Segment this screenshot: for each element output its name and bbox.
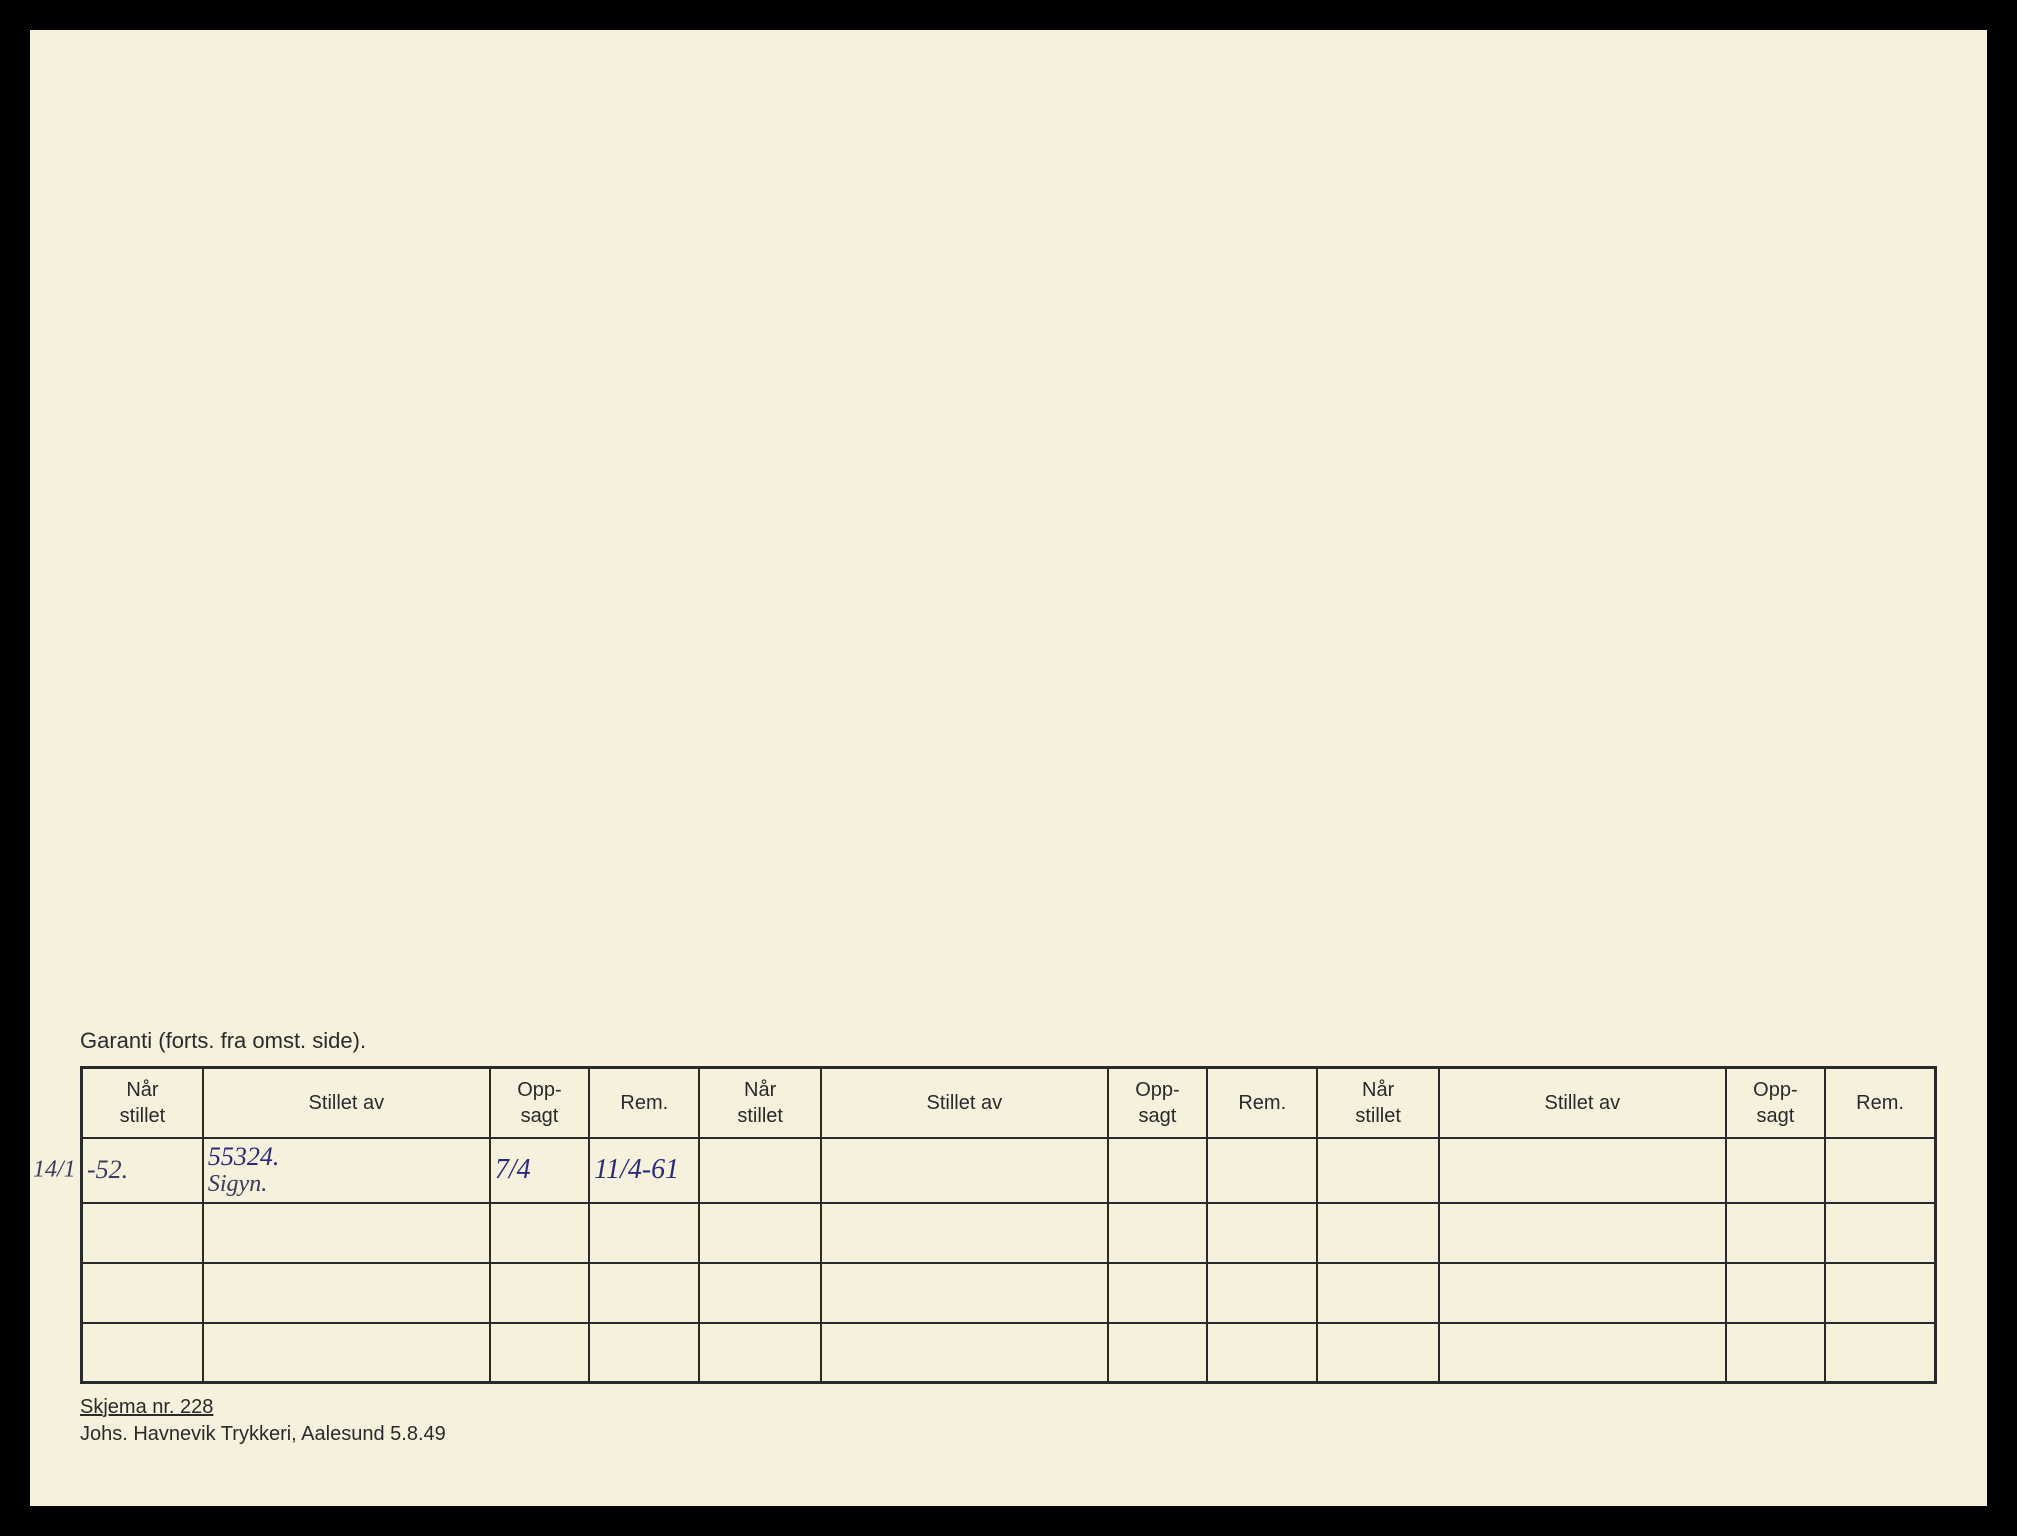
footer-printer-info: Johs. Havnevik Trykkeri, Aalesund 5.8.49 bbox=[80, 1423, 446, 1445]
cell-stillet-av bbox=[203, 1263, 490, 1323]
table-body: 14/1 -52. 55324. Sigyn. 7/4 11/4-61 bbox=[82, 1138, 1936, 1383]
handwritten-value: 55324. bbox=[208, 1143, 485, 1172]
header-opp-sagt-1: Opp-sagt bbox=[490, 1067, 589, 1138]
cell-stillet-av bbox=[1439, 1263, 1726, 1323]
header-rem-1: Rem. bbox=[589, 1067, 699, 1138]
cell-opp-sagt bbox=[1726, 1263, 1825, 1323]
footer: Skjema nr. 228 Johs. Havnevik Trykkeri, … bbox=[80, 1396, 1937, 1446]
cell-nar-stillet bbox=[699, 1203, 820, 1263]
header-stillet-av-3: Stillet av bbox=[1439, 1067, 1726, 1138]
cell-rem bbox=[589, 1263, 699, 1323]
header-stillet-av-1: Stillet av bbox=[203, 1067, 490, 1138]
cell-rem bbox=[1825, 1203, 1935, 1263]
header-nar-stillet-1: Nårstillet bbox=[82, 1067, 203, 1138]
cell-nar-stillet bbox=[1317, 1323, 1438, 1383]
cell-rem bbox=[1825, 1323, 1935, 1383]
cell-nar-stillet: 14/1 -52. bbox=[82, 1138, 203, 1203]
cell-stillet-av bbox=[821, 1138, 1108, 1203]
cell-nar-stillet bbox=[1317, 1203, 1438, 1263]
header-nar-stillet-2: Nårstillet bbox=[699, 1067, 820, 1138]
table-row bbox=[82, 1323, 1936, 1383]
handwritten-value: -52. bbox=[87, 1155, 128, 1184]
cell-opp-sagt bbox=[490, 1203, 589, 1263]
cell-stillet-av bbox=[821, 1263, 1108, 1323]
cell-rem bbox=[1207, 1263, 1317, 1323]
cell-nar-stillet bbox=[1317, 1138, 1438, 1203]
cell-opp-sagt bbox=[1726, 1138, 1825, 1203]
cell-stillet-av bbox=[203, 1203, 490, 1263]
cell-stillet-av bbox=[821, 1323, 1108, 1383]
cell-rem bbox=[1207, 1138, 1317, 1203]
cell-opp-sagt bbox=[1108, 1263, 1207, 1323]
table-header-row: Nårstillet Stillet av Opp-sagt Rem. Nårs… bbox=[82, 1067, 1936, 1138]
cell-rem bbox=[589, 1203, 699, 1263]
cell-nar-stillet bbox=[82, 1203, 203, 1263]
cell-rem bbox=[1825, 1263, 1935, 1323]
guarantee-table: Nårstillet Stillet av Opp-sagt Rem. Nårs… bbox=[80, 1066, 1937, 1384]
cell-stillet-av bbox=[1439, 1138, 1726, 1203]
cell-opp-sagt bbox=[1726, 1323, 1825, 1383]
cell-opp-sagt bbox=[490, 1323, 589, 1383]
cell-opp-sagt bbox=[1726, 1203, 1825, 1263]
table-row: 14/1 -52. 55324. Sigyn. 7/4 11/4-61 bbox=[82, 1138, 1936, 1203]
header-rem-2: Rem. bbox=[1207, 1067, 1317, 1138]
cell-stillet-av bbox=[203, 1323, 490, 1383]
cell-stillet-av bbox=[1439, 1203, 1726, 1263]
cell-stillet-av bbox=[1439, 1323, 1726, 1383]
handwritten-value: 11/4-61 bbox=[594, 1154, 679, 1185]
cell-nar-stillet bbox=[82, 1263, 203, 1323]
cell-opp-sagt bbox=[1108, 1203, 1207, 1263]
cell-nar-stillet bbox=[699, 1263, 820, 1323]
margin-annotation: 14/1 bbox=[33, 1157, 76, 1184]
header-stillet-av-2: Stillet av bbox=[821, 1067, 1108, 1138]
header-rem-3: Rem. bbox=[1825, 1067, 1935, 1138]
cell-rem bbox=[1207, 1203, 1317, 1263]
cell-nar-stillet bbox=[699, 1323, 820, 1383]
cell-nar-stillet bbox=[82, 1323, 203, 1383]
header-nar-stillet-3: Nårstillet bbox=[1317, 1067, 1438, 1138]
paper-document: Garanti (forts. fra omst. side). Nårstil… bbox=[30, 30, 1987, 1506]
cell-nar-stillet bbox=[1317, 1263, 1438, 1323]
cell-rem bbox=[589, 1323, 699, 1383]
table-title: Garanti (forts. fra omst. side). bbox=[80, 1028, 1937, 1054]
cell-stillet-av: 55324. Sigyn. bbox=[203, 1138, 490, 1203]
cell-opp-sagt bbox=[1108, 1138, 1207, 1203]
table-row bbox=[82, 1263, 1936, 1323]
handwritten-value: Sigyn. bbox=[208, 1171, 485, 1197]
cell-opp-sagt bbox=[1108, 1323, 1207, 1383]
cell-stillet-av bbox=[821, 1203, 1108, 1263]
cell-opp-sagt: 7/4 bbox=[490, 1138, 589, 1203]
cell-opp-sagt bbox=[490, 1263, 589, 1323]
header-opp-sagt-3: Opp-sagt bbox=[1726, 1067, 1825, 1138]
header-opp-sagt-2: Opp-sagt bbox=[1108, 1067, 1207, 1138]
cell-rem: 11/4-61 bbox=[589, 1138, 699, 1203]
footer-form-number: Skjema nr. 228 bbox=[80, 1396, 213, 1419]
content-area: Garanti (forts. fra omst. side). Nårstil… bbox=[80, 1028, 1937, 1446]
cell-nar-stillet bbox=[699, 1138, 820, 1203]
table-row bbox=[82, 1203, 1936, 1263]
cell-rem bbox=[1825, 1138, 1935, 1203]
handwritten-value: 7/4 bbox=[495, 1154, 531, 1185]
cell-rem bbox=[1207, 1323, 1317, 1383]
